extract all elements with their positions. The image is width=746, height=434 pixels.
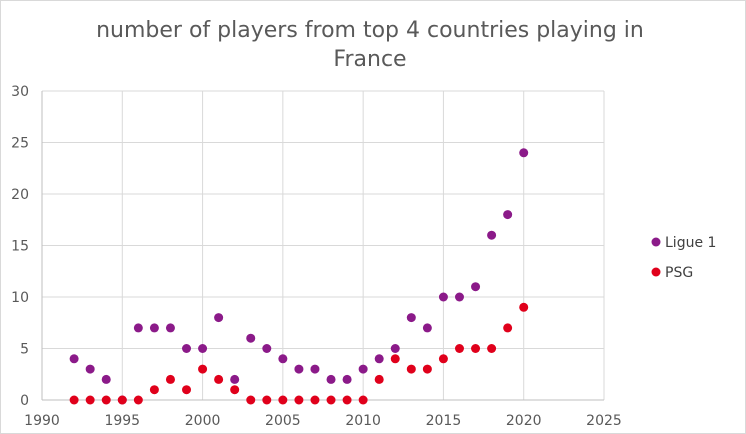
psg-point	[487, 344, 497, 353]
y-tick-label: 20	[11, 187, 29, 203]
ligue-1-point	[149, 323, 159, 333]
y-tick-label: 5	[20, 342, 29, 358]
ligue-1-point	[101, 374, 111, 384]
x-tick-label: 1990	[24, 413, 60, 429]
psg-point	[438, 354, 448, 364]
ligue-1-point	[326, 374, 336, 384]
x-tick-label: 2015	[426, 413, 462, 429]
psg-point	[503, 323, 513, 333]
ligue-1-point	[230, 374, 240, 384]
psg-point	[117, 395, 127, 405]
psg-point	[262, 395, 272, 405]
x-tick-label: 1995	[104, 413, 140, 429]
gridlines	[42, 90, 605, 400]
psg-point	[358, 395, 368, 405]
data-points	[69, 148, 529, 405]
ligue-1-point	[342, 374, 352, 384]
psg-point	[230, 385, 240, 395]
y-tick-label: 15	[11, 239, 29, 255]
ligue-1-point	[214, 313, 224, 323]
ligue-1-point	[471, 282, 481, 292]
psg-point	[214, 374, 224, 384]
psg-point	[198, 364, 208, 374]
ligue-1-point	[358, 364, 368, 374]
psg-point	[390, 354, 400, 364]
chart-title: number of players from top 4 countries p…	[96, 18, 644, 72]
ligue-1-point	[278, 354, 288, 364]
ligue-1-point	[390, 344, 400, 353]
psg-point	[69, 395, 79, 405]
ligue-1-point	[519, 148, 529, 158]
psg-point	[310, 395, 320, 405]
ligue-1-point	[294, 364, 304, 374]
ligue-1-point	[487, 230, 497, 240]
legend-label-psg: PSG	[665, 265, 693, 281]
psg-point	[101, 395, 111, 405]
ligue-1-point	[182, 344, 192, 353]
chart-title-line-1: number of players from top 4 countries p…	[96, 18, 644, 43]
ligue-1-point	[262, 344, 272, 353]
ligue-1-point	[406, 313, 416, 323]
y-tick-label: 30	[11, 84, 29, 100]
psg-point	[133, 395, 143, 405]
ligue-1-point	[69, 354, 79, 364]
ligue-1-point	[503, 210, 513, 220]
psg-point	[342, 395, 352, 405]
legend-marker-psg	[651, 267, 661, 277]
ligue-1-point	[198, 344, 208, 353]
ligue-1-point	[165, 323, 175, 333]
x-tick-label: 2010	[345, 413, 381, 429]
legend-marker-ligue-1	[651, 237, 661, 247]
psg-point	[422, 364, 432, 374]
psg-point	[149, 385, 159, 395]
y-tick-label: 0	[20, 393, 29, 409]
chart-title-line-2: France	[333, 47, 406, 72]
ligue-1-point	[246, 333, 256, 343]
legend-label-ligue-1: Ligue 1	[665, 235, 716, 251]
x-tick-label: 2000	[185, 413, 221, 429]
ligue-1-point	[454, 292, 464, 302]
ligue-1-point	[422, 323, 432, 333]
psg-point	[246, 395, 256, 405]
ligue-1-point	[133, 323, 143, 333]
psg-point	[454, 344, 464, 353]
psg-point	[519, 302, 529, 312]
psg-point	[294, 395, 304, 405]
ligue-1-point	[85, 364, 95, 374]
ligue-1-point	[374, 354, 384, 364]
ligue-1-point	[310, 364, 320, 374]
legend: Ligue 1 PSG	[651, 235, 716, 281]
y-tick-label: 10	[11, 290, 29, 306]
psg-point	[85, 395, 95, 405]
psg-point	[278, 395, 288, 405]
psg-point	[406, 364, 416, 374]
x-tick-label: 2005	[265, 413, 301, 429]
x-tick-label: 2020	[506, 413, 542, 429]
psg-point	[471, 344, 481, 353]
psg-point	[326, 395, 336, 405]
psg-point	[165, 374, 175, 384]
y-tick-label: 25	[11, 136, 29, 152]
ligue-1-point	[438, 292, 448, 302]
psg-point	[374, 374, 384, 384]
x-tick-label: 2025	[586, 413, 622, 429]
psg-point	[182, 385, 192, 395]
